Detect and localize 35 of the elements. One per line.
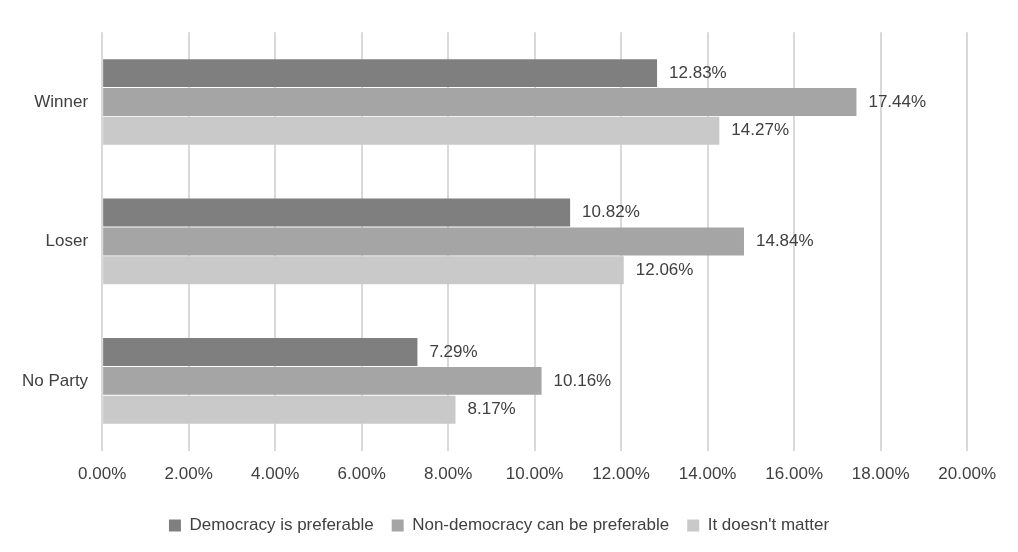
y-tick-label: Loser bbox=[45, 231, 89, 251]
x-tick-label: 16.00% bbox=[765, 464, 823, 484]
x-tick-label: 4.00% bbox=[251, 464, 300, 484]
x-tick-label: 14.00% bbox=[678, 464, 737, 484]
legend-label: It doesn't matter bbox=[707, 515, 830, 535]
bar bbox=[103, 59, 658, 88]
x-tick-label: 2.00% bbox=[164, 464, 213, 484]
x-tick-label: 10.00% bbox=[505, 464, 564, 484]
data-label: 7.29% bbox=[429, 341, 478, 361]
y-tick-label: No Party bbox=[21, 370, 89, 390]
data-label: 12.83% bbox=[669, 62, 727, 82]
x-tick-label: 8.00% bbox=[424, 464, 473, 484]
data-label: 10.16% bbox=[553, 370, 612, 390]
data-label: 17.44% bbox=[868, 91, 927, 111]
bar bbox=[103, 256, 624, 285]
data-label: 8.17% bbox=[467, 399, 516, 419]
legend-label: Democracy is preferable bbox=[189, 515, 374, 535]
bar bbox=[103, 198, 571, 227]
bar bbox=[103, 395, 456, 424]
x-tick-label: 20.00% bbox=[938, 464, 997, 484]
data-label: 10.82% bbox=[582, 202, 640, 222]
bar bbox=[103, 116, 720, 145]
x-tick-label: 18.00% bbox=[851, 464, 910, 484]
data-label: 14.27% bbox=[731, 120, 790, 140]
x-tick-label: 6.00% bbox=[337, 464, 386, 484]
x-tick-label: 0.00% bbox=[78, 464, 127, 484]
data-label: 14.84% bbox=[755, 231, 814, 251]
y-tick-label: Winner bbox=[34, 91, 89, 111]
data-label: 12.06% bbox=[635, 259, 694, 279]
legend-label: Non-democracy can be preferable bbox=[412, 515, 670, 535]
bar bbox=[103, 366, 542, 395]
x-tick-label: 12.00% bbox=[592, 464, 650, 484]
bar bbox=[103, 87, 857, 116]
bar bbox=[103, 338, 418, 367]
bar bbox=[103, 227, 744, 256]
